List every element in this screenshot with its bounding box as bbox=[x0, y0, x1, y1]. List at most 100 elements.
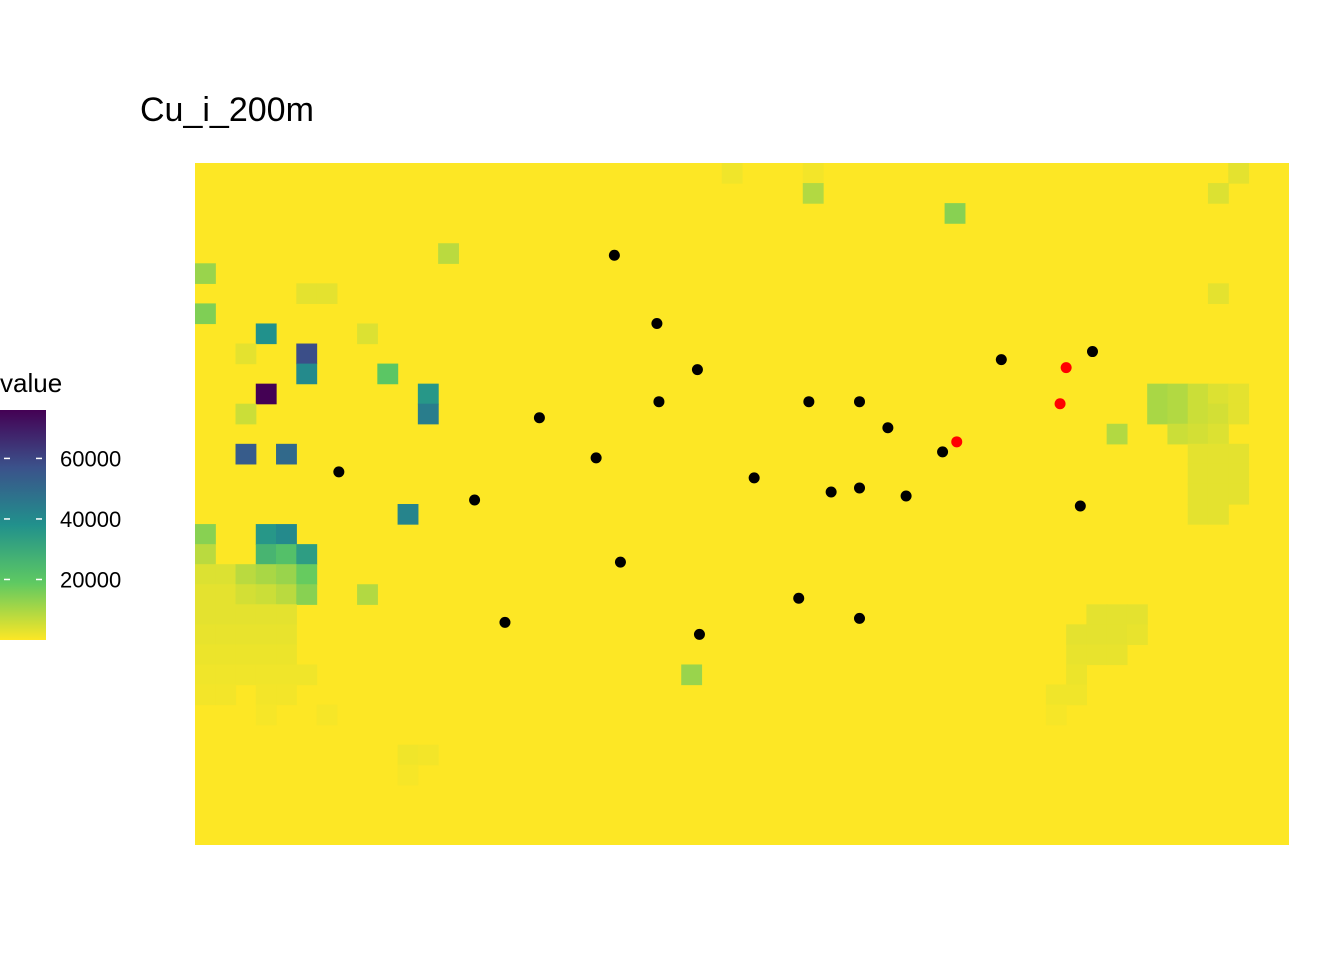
heatmap-cell bbox=[255, 383, 277, 405]
data-point bbox=[854, 612, 865, 624]
heatmap-cell bbox=[255, 664, 277, 686]
heatmap-cell bbox=[276, 544, 297, 565]
heatmap-cell bbox=[195, 263, 216, 284]
heatmap-cell bbox=[1066, 684, 1088, 706]
heatmap-cell bbox=[235, 624, 257, 646]
heatmap-cell bbox=[215, 644, 237, 666]
heatmap-cell bbox=[195, 644, 216, 666]
heatmap-cell bbox=[215, 604, 237, 625]
heatmap-cell bbox=[255, 584, 277, 605]
heatmap-cell bbox=[1167, 403, 1189, 425]
heatmap-cell bbox=[1207, 504, 1229, 525]
heatmap-cell bbox=[1207, 463, 1229, 485]
data-point bbox=[995, 354, 1007, 366]
data-point bbox=[900, 490, 912, 502]
heatmap-cell bbox=[255, 644, 277, 666]
data-point bbox=[499, 616, 511, 628]
heatmap-cell bbox=[1207, 183, 1229, 204]
heatmap-cell bbox=[195, 664, 216, 686]
heatmap-cell bbox=[235, 644, 257, 666]
heatmap-cell bbox=[316, 283, 338, 305]
heatmap-cell bbox=[195, 544, 216, 565]
heatmap-cell bbox=[296, 664, 318, 686]
heatmap-cell bbox=[215, 624, 237, 646]
heatmap-cell bbox=[1066, 664, 1088, 686]
data-point bbox=[333, 466, 345, 478]
heatmap-cell bbox=[235, 664, 257, 686]
data-point bbox=[825, 486, 837, 498]
heatmap-cell bbox=[681, 664, 703, 686]
heatmap-cell bbox=[1106, 624, 1128, 646]
heatmap-cell bbox=[1187, 423, 1209, 445]
heatmap-cell bbox=[1207, 483, 1229, 505]
heatmap-cell bbox=[357, 323, 378, 345]
heatmap-cell bbox=[215, 664, 237, 686]
heatmap-cell bbox=[1228, 483, 1250, 505]
heatmap-cell bbox=[1228, 383, 1250, 405]
heatmap-cell bbox=[276, 584, 297, 605]
heatmap-cell bbox=[296, 283, 318, 305]
heatmap-cell bbox=[255, 684, 277, 706]
heatmap-cell bbox=[195, 584, 216, 605]
heatmap-cell bbox=[1228, 443, 1250, 465]
heatmap-cell bbox=[1187, 443, 1209, 465]
heatmap-cell bbox=[296, 343, 318, 365]
heatmap-cell bbox=[195, 684, 216, 706]
heatmap-cell bbox=[1187, 403, 1209, 425]
heatmap-cell bbox=[1228, 403, 1250, 425]
data-point bbox=[793, 592, 805, 604]
heatmap-cell bbox=[802, 183, 824, 204]
heatmap-cell bbox=[235, 584, 257, 605]
heatmap-cell bbox=[195, 564, 216, 585]
heatmap-cell bbox=[215, 684, 237, 706]
heatmap-cell bbox=[215, 584, 237, 605]
heatmap-cell bbox=[1045, 684, 1067, 706]
legend-title: value bbox=[0, 368, 62, 398]
heatmap-cell bbox=[235, 403, 257, 425]
heatmap-cell bbox=[1147, 403, 1169, 425]
data-point bbox=[854, 396, 865, 408]
heatmap-cell bbox=[802, 163, 824, 184]
heatmap-cell bbox=[296, 363, 318, 385]
heatmap-cell bbox=[235, 343, 257, 365]
heatmap-cell bbox=[944, 203, 966, 224]
heatmap-cell bbox=[316, 704, 338, 726]
legend-tick-label: 40000 bbox=[60, 507, 121, 532]
heatmap-cell bbox=[296, 544, 318, 565]
heatmap-cell bbox=[215, 564, 237, 585]
heatmap-cell bbox=[438, 243, 459, 264]
heatmap-cell bbox=[1106, 423, 1128, 445]
data-point bbox=[651, 317, 663, 329]
heatmap-cell bbox=[1187, 504, 1209, 525]
heatmap-cell bbox=[377, 363, 399, 385]
data-point bbox=[803, 396, 815, 408]
data-point bbox=[614, 556, 626, 568]
heatmap-cell bbox=[276, 684, 297, 706]
heatmap-cell bbox=[1207, 383, 1229, 405]
heatmap-cell bbox=[417, 383, 439, 405]
data-point bbox=[937, 446, 949, 458]
heatmap-cell bbox=[1066, 624, 1088, 646]
legend-tick-label: 20000 bbox=[60, 567, 121, 592]
heatmap-cell bbox=[1207, 443, 1229, 465]
heatmap-cell bbox=[255, 604, 277, 625]
heatmap-cell bbox=[417, 744, 439, 766]
heatmap-cell bbox=[1228, 163, 1250, 184]
highlight-point bbox=[1054, 398, 1066, 410]
point-layer bbox=[333, 249, 1098, 640]
data-point bbox=[691, 364, 703, 376]
data-point bbox=[693, 628, 705, 640]
heatmap-cell bbox=[397, 744, 419, 766]
heatmap-cell bbox=[255, 544, 277, 565]
heatmap-cell bbox=[276, 624, 297, 646]
heatmap-cell bbox=[276, 644, 297, 666]
heatmap-cell bbox=[1086, 624, 1108, 646]
heatmap-cell bbox=[276, 664, 297, 686]
heatmap-cell bbox=[195, 624, 216, 646]
heatmap-cell bbox=[255, 624, 277, 646]
heatmap-cell bbox=[1126, 604, 1148, 625]
data-point bbox=[608, 249, 620, 261]
data-point bbox=[469, 494, 481, 506]
heatmap-cell bbox=[357, 584, 378, 605]
